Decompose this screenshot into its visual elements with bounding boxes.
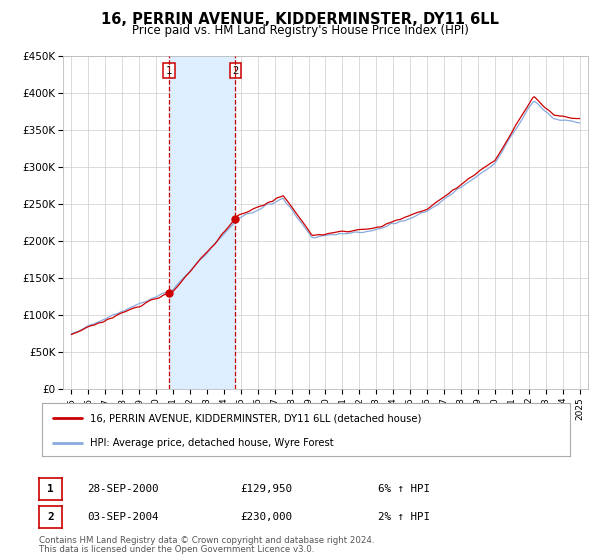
Text: £230,000: £230,000 [240, 512, 292, 522]
Text: 2: 2 [232, 66, 238, 76]
Text: Contains HM Land Registry data © Crown copyright and database right 2024.: Contains HM Land Registry data © Crown c… [39, 536, 374, 545]
Text: This data is licensed under the Open Government Licence v3.0.: This data is licensed under the Open Gov… [39, 545, 314, 554]
Bar [169, 56, 235, 389]
Text: 1: 1 [166, 66, 172, 76]
Text: 6% ↑ HPI: 6% ↑ HPI [378, 484, 430, 494]
Text: 2: 2 [47, 512, 54, 522]
Text: 16, PERRIN AVENUE, KIDDERMINSTER, DY11 6LL: 16, PERRIN AVENUE, KIDDERMINSTER, DY11 6… [101, 12, 499, 27]
Text: 16, PERRIN AVENUE, KIDDERMINSTER, DY11 6LL (detached house): 16, PERRIN AVENUE, KIDDERMINSTER, DY11 6… [89, 413, 421, 423]
Text: Price paid vs. HM Land Registry's House Price Index (HPI): Price paid vs. HM Land Registry's House … [131, 24, 469, 36]
Text: 2% ↑ HPI: 2% ↑ HPI [378, 512, 430, 522]
Text: 1: 1 [47, 484, 54, 494]
Text: 03-SEP-2004: 03-SEP-2004 [87, 512, 158, 522]
Text: HPI: Average price, detached house, Wyre Forest: HPI: Average price, detached house, Wyre… [89, 438, 333, 448]
Text: £129,950: £129,950 [240, 484, 292, 494]
Text: 28-SEP-2000: 28-SEP-2000 [87, 484, 158, 494]
